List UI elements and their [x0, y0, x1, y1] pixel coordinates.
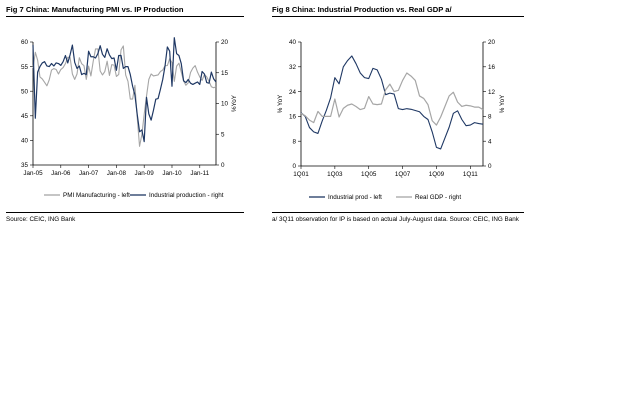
fig7-x-tick-label: Jan-06 — [51, 170, 71, 177]
fig8-x-tick-label: 1Q07 — [395, 171, 411, 178]
fig7-right-tick-label: 15 — [221, 70, 229, 77]
fig7-x-tick-label: Jan-07 — [79, 170, 99, 177]
figure-7-source: Source: CEIC, ING Bank — [6, 216, 76, 223]
figure-7-chart: 35 40 45 50 55 60 0 5 10 15 20 %YoY Jan-05 Jan-06 Jan-… — [21, 37, 238, 199]
fig8-left-tick-label: 0 — [292, 163, 296, 170]
fig8-series-line-2 — [300, 72, 484, 126]
fig8-right-tick-label: 4 — [488, 138, 492, 145]
fig7-right-tick-label: 0 — [221, 162, 225, 169]
fig8-right-tick-label: 12 — [488, 89, 496, 96]
fig8-series-line-1 — [300, 55, 484, 150]
fig7-x-tick-label: Jan-10 — [162, 170, 182, 177]
fig8-right-tick-label: 20 — [488, 39, 496, 46]
fig7-legend-label-1: PMI Manufacturing - left — [63, 192, 130, 199]
fig7-series-line-1 — [32, 45, 217, 147]
figure-8-title-rule — [272, 16, 524, 17]
fig7-left-tick-label: 55 — [21, 64, 29, 71]
fig8-left-tick-label: 40 — [289, 39, 297, 46]
fig8-left-tick-label: 16 — [289, 114, 297, 121]
fig8-right-tick-label: 0 — [488, 163, 492, 170]
fig8-x-tick-label: 1Q09 — [429, 171, 445, 178]
fig7-right-tick-label: 20 — [221, 39, 229, 46]
figure-7-title-rule — [6, 16, 244, 17]
fig8-x-tick-label: 1Q03 — [327, 171, 343, 178]
fig8-right-tick-label: 8 — [488, 114, 492, 121]
fig8-right-tick-label: 16 — [488, 64, 496, 71]
fig7-series-line-2 — [32, 37, 217, 143]
fig7-x-tick-label: Jan-09 — [135, 170, 155, 177]
fig8-x-tick-label: 1Q05 — [361, 171, 377, 178]
fig8-left-tick-label: 24 — [289, 89, 297, 96]
figure-7-source-rule — [6, 212, 244, 213]
fig8-right-axis-label: % YoY — [499, 94, 506, 113]
fig7-x-tick-label: Jan-11 — [190, 170, 209, 177]
fig8-legend-label-1: Industrial prod - left — [328, 194, 382, 201]
fig7-left-tick-label: 40 — [21, 138, 29, 145]
fig8-x-tick-label: 1Q11 — [463, 171, 478, 178]
fig7-left-tick-label: 60 — [21, 39, 29, 46]
fig7-left-tick-label: 45 — [21, 113, 29, 120]
fig7-legend-label-2: Industrial production - right — [149, 192, 224, 199]
figure-8-title: Fig 8 China: Industrial Production vs. R… — [272, 5, 452, 14]
fig7-x-tick-label: Jan-05 — [23, 170, 43, 177]
fig8-left-tick-label: 32 — [289, 64, 297, 71]
fig8-left-tick-label: 8 — [292, 138, 296, 145]
figure-8-source: a/ 3Q11 observation for IP is based on a… — [272, 216, 519, 223]
figure-7-title: Fig 7 China: Manufacturing PMI vs. IP Pr… — [6, 5, 184, 14]
fig7-left-tick-label: 50 — [21, 88, 29, 95]
figure-8-chart: 0 8 16 24 32 40 0 4 8 12 16 20 % YoY % YoY 1Q01 1Q03 1Q0… — [277, 39, 506, 201]
fig7-x-tick-label: Jan-08 — [107, 170, 127, 177]
fig8-left-axis-label: % YoY — [277, 94, 284, 113]
fig7-left-tick-label: 35 — [21, 162, 29, 169]
fig7-right-axis-label: %YoY — [231, 94, 238, 112]
figure-8-source-rule — [272, 212, 524, 213]
fig8-x-tick-label: 1Q01 — [293, 171, 309, 178]
fig8-legend-label-2: Real GDP - right — [415, 194, 461, 201]
fig7-right-tick-label: 10 — [221, 101, 229, 108]
fig7-right-tick-label: 5 — [221, 131, 225, 138]
